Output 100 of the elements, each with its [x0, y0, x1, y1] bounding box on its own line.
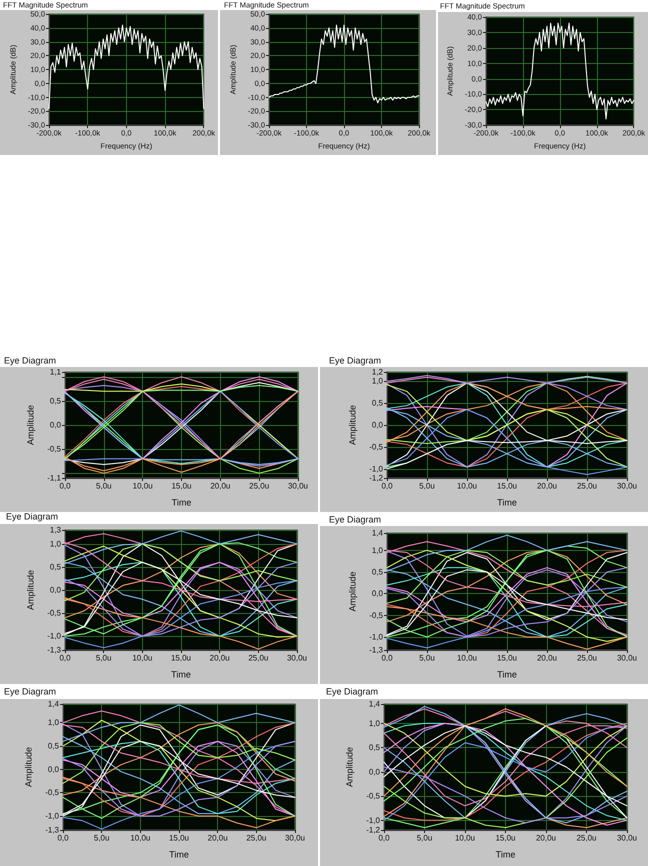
x-tick-label: 15,0u [496, 482, 518, 490]
y-axis-title: Amplitude [26, 570, 36, 610]
y-tick-label: 1,0 [48, 718, 60, 728]
y-tick-label: -0,5 [369, 442, 384, 452]
y-tick-label: -1,0 [369, 632, 384, 642]
chart-title: Eye Diagram [329, 514, 382, 524]
x-tick-label: 15,0u [168, 834, 190, 842]
x-tick-label: 10,0u [132, 482, 153, 490]
y-tick-label: 0,5 [372, 398, 384, 408]
y-axis-title: Amplitude [348, 404, 358, 446]
y-tick-label: -1,2 [366, 826, 381, 834]
x-tick-label: 5,0u [419, 654, 435, 662]
y-tick-label: -0,5 [369, 610, 384, 620]
y-tick-label: 0,0 [368, 767, 381, 776]
x-tick-label: 0,0 [381, 482, 394, 490]
x-tick-label: 25,0u [249, 482, 270, 490]
x-tick-label: 20,0u [208, 834, 228, 842]
y-tick-label: 1,4 [48, 700, 60, 708]
y-tick-label: -1,3 [47, 646, 62, 654]
y-tick-label: 1,0 [372, 376, 384, 386]
y-tick-label: 0,5 [372, 568, 384, 576]
y-tick-label: 1,4 [372, 528, 384, 538]
x-tick-label: 0,0 [378, 834, 390, 842]
y-tick-label: -1,0 [366, 816, 381, 825]
y-tick-label: -1,0 [45, 812, 60, 820]
y-tick-label: -1,1 [47, 474, 62, 482]
x-tick-label: 20,0u [210, 654, 230, 662]
x-tick-label: 30,0u [616, 482, 638, 490]
x-tick-label: 10,0u [456, 654, 478, 662]
y-tick-label: 1,0 [368, 718, 381, 728]
y-tick-label: -1,3 [45, 826, 60, 834]
x-tick-label: 5,0u [96, 654, 112, 662]
x-tick-label: 20,0u [536, 482, 558, 490]
x-tick-label: 30,0u [286, 654, 308, 662]
x-axis-title: Time [171, 670, 191, 680]
x-tick-label: 30,0u [616, 654, 638, 662]
x-tick-label: 25,0u [248, 654, 268, 662]
y-tick-label: 0,5 [368, 743, 381, 752]
x-axis-title: Time [497, 498, 517, 508]
y-tick-label: -0,5 [366, 792, 381, 801]
y-tick-label: 1,0 [372, 546, 384, 555]
x-tick-label: 0,0 [59, 482, 72, 490]
chart-title: Eye Diagram [6, 512, 58, 522]
y-tick-label: 1,2 [372, 368, 384, 376]
x-tick-label: 10,0u [456, 482, 478, 490]
x-tick-label: 30,0u [616, 834, 638, 842]
y-tick-label: 0,5 [48, 742, 60, 750]
x-tick-label: 5,0u [96, 482, 112, 490]
y-tick-label: -1,0 [47, 632, 62, 641]
x-tick-label: 5,0u [94, 834, 110, 842]
y-tick-label: 0,0 [48, 764, 60, 774]
x-tick-label: 25,0u [576, 834, 597, 842]
y-tick-label: 0,0 [372, 420, 384, 430]
x-tick-label: 15,0u [170, 654, 192, 662]
chart-title: Eye Diagram [326, 686, 378, 696]
x-tick-label: 20,0u [536, 834, 556, 842]
chart-title: Eye Diagram [4, 686, 56, 696]
x-tick-label: 30,0u [284, 834, 306, 842]
x-axis-title: Time [172, 498, 192, 508]
y-axis-title: Amplitude [26, 404, 36, 446]
x-tick-label: 25,0u [246, 834, 266, 842]
y-tick-label: -0,5 [45, 788, 60, 798]
y-tick-label: 0,0 [50, 586, 62, 594]
x-tick-label: 5,0u [419, 482, 435, 490]
y-tick-label: -1,3 [369, 646, 384, 654]
y-tick-label: 1,1 [50, 368, 62, 376]
chart-title: Eye Diagram [329, 356, 382, 366]
x-tick-label: 15,0u [496, 654, 518, 662]
y-tick-label: 0,5 [50, 396, 62, 406]
y-axis-title: Amplitude [344, 746, 354, 788]
y-tick-label: -1,0 [369, 464, 384, 474]
y-tick-label: -1,2 [369, 474, 384, 482]
x-tick-label: 25,0u [576, 482, 598, 490]
x-tick-label: 30,0u [288, 482, 308, 490]
x-tick-label: 15,0u [171, 482, 192, 490]
x-tick-label: 20,0u [536, 654, 558, 662]
y-tick-label: 1,0 [50, 539, 62, 548]
x-tick-label: 0,0 [59, 654, 72, 662]
y-tick-label: -0,5 [47, 608, 62, 618]
x-tick-label: 15,0u [495, 834, 516, 842]
y-tick-label: 0,5 [50, 562, 62, 572]
x-tick-label: 5,0u [416, 834, 432, 842]
chart-title: Eye Diagram [4, 356, 56, 366]
y-axis-title: Amplitude [348, 571, 358, 612]
x-axis-title: Time [169, 850, 189, 860]
y-tick-label: 1,3 [50, 526, 62, 534]
x-tick-label: 10,0u [132, 654, 152, 662]
y-tick-label: 0,0 [50, 420, 62, 430]
y-tick-label: 0,0 [372, 589, 384, 598]
x-tick-label: 25,0u [576, 654, 598, 662]
x-tick-label: 10,0u [130, 834, 150, 842]
x-tick-label: 0,0 [57, 834, 70, 842]
x-tick-label: 10,0u [454, 834, 476, 842]
y-tick-label: 1,4 [368, 700, 381, 708]
x-tick-label: 20,0u [210, 482, 230, 490]
y-tick-label: -0,5 [47, 444, 62, 454]
x-tick-label: 0,0 [381, 654, 394, 662]
x-axis-title: Time [497, 670, 517, 680]
x-axis-title: Time [496, 850, 516, 860]
y-axis-title: Amplitude [24, 746, 34, 788]
